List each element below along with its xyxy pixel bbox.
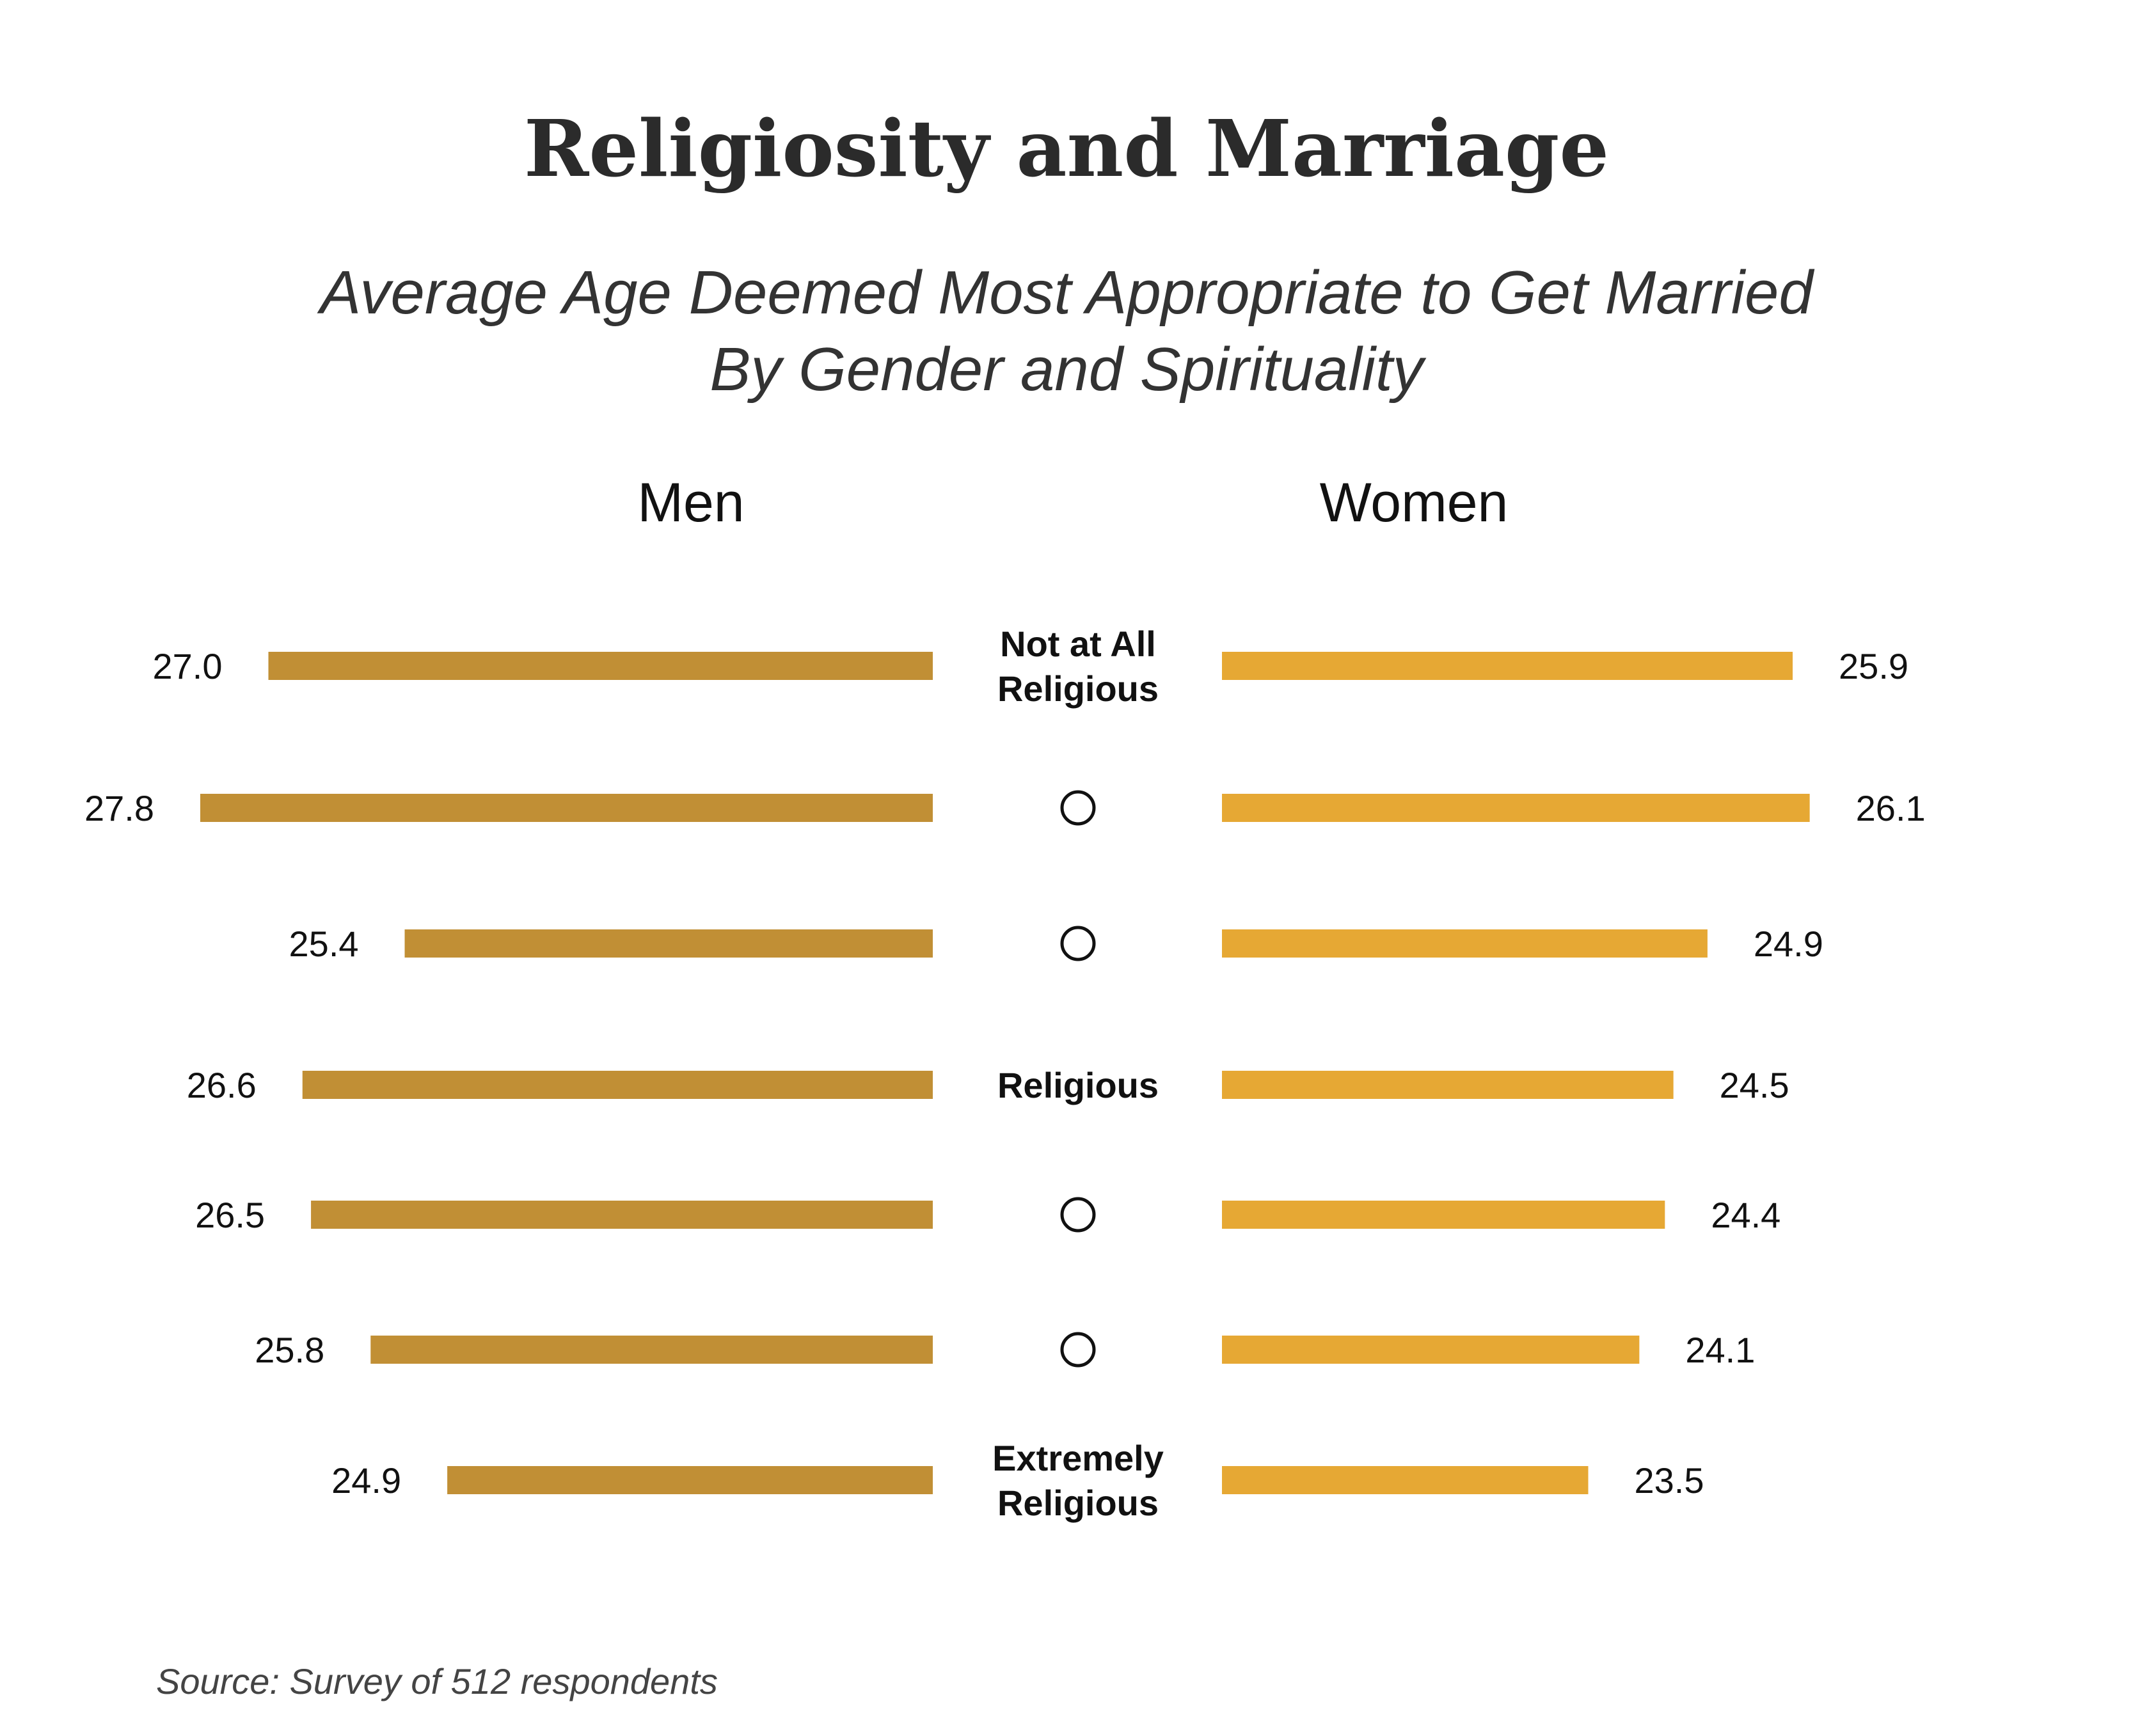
scale-step-marker xyxy=(1060,926,1096,961)
women-bar xyxy=(1222,1466,1589,1494)
women-bar xyxy=(1222,1071,1674,1099)
women-bar xyxy=(1222,1336,1640,1364)
men-bar xyxy=(302,1071,933,1099)
scale-step-marker xyxy=(1060,1332,1096,1368)
women-value-label: 23.5 xyxy=(1635,1460,1704,1501)
source-note: Source: Survey of 512 respondents xyxy=(156,1661,718,1701)
men-value-label: 26.5 xyxy=(195,1195,265,1235)
women-bar xyxy=(1222,929,1708,958)
scale-step-marker xyxy=(1060,790,1096,826)
scale-step-marker xyxy=(1060,1197,1096,1233)
women-bar xyxy=(1222,794,1810,822)
women-value-label: 24.5 xyxy=(1720,1065,1789,1105)
men-value-label: 25.4 xyxy=(289,924,359,964)
women-value-label: 24.1 xyxy=(1685,1330,1755,1370)
chart-subtitle-line-1: Average Age Deemed Most Appropriate to G… xyxy=(317,258,1814,327)
women-value-label: 24.4 xyxy=(1711,1195,1780,1235)
men-bar xyxy=(200,794,933,822)
women-bar xyxy=(1222,652,1793,680)
category-label: Religious xyxy=(997,1065,1159,1105)
women-bar xyxy=(1222,1201,1665,1229)
women-value-label: 24.9 xyxy=(1754,924,1823,964)
category-label: Religious xyxy=(997,668,1159,709)
chart-subtitle-line-2: By Gender and Spirituality xyxy=(710,335,1426,404)
men-value-label: 27.0 xyxy=(153,646,223,686)
men-value-label: 24.9 xyxy=(331,1460,401,1501)
men-bar xyxy=(311,1201,933,1229)
category-label: Not at All xyxy=(1000,624,1156,664)
women-value-label: 25.9 xyxy=(1839,646,1908,686)
men-bar xyxy=(447,1466,933,1494)
category-label: Extremely xyxy=(992,1438,1164,1478)
men-value-label: 26.6 xyxy=(187,1065,257,1105)
chart-title: Religiosity and Marriage xyxy=(524,102,1609,194)
men-value-label: 27.8 xyxy=(84,788,154,828)
men-bar xyxy=(370,1336,933,1364)
men-group-label: Men xyxy=(637,472,744,533)
women-value-label: 26.1 xyxy=(1856,788,1926,828)
men-value-label: 25.8 xyxy=(255,1330,324,1370)
men-bar xyxy=(404,929,933,958)
category-label: Religious xyxy=(997,1483,1159,1523)
women-group-label: Women xyxy=(1320,472,1509,533)
men-bar xyxy=(268,652,933,680)
